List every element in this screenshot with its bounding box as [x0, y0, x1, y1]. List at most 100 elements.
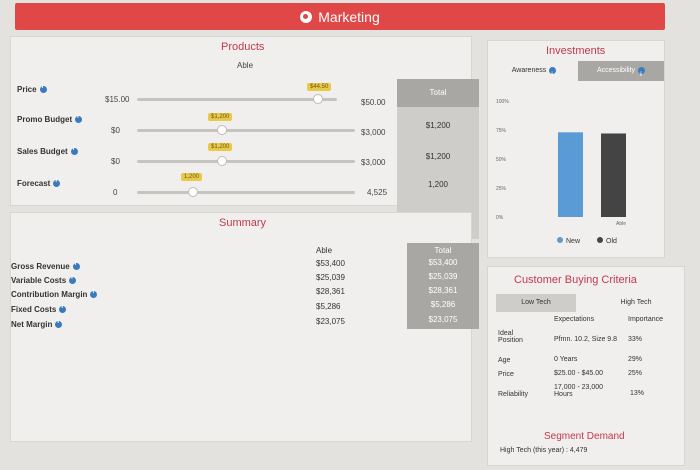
criteria-importance: 25% — [628, 370, 643, 377]
importance-header: Importance — [628, 316, 664, 323]
segment-demand-title: Segment Demand — [544, 431, 625, 442]
legend-marker — [597, 237, 603, 243]
criteria-expectation: Pfmn. 10.2, Size 9.8 — [554, 336, 618, 343]
summary-able-value: $53,400 — [316, 259, 345, 268]
summary-able-value: $25,039 — [316, 273, 345, 282]
segment-demand-text: High Tech (this year) : 4,479 — [500, 447, 588, 454]
sales-budget-slider-value: $1,200 — [208, 143, 233, 151]
summary-title: Summary — [219, 217, 267, 229]
app-header: Marketing — [15, 3, 665, 30]
promo-budget-slider-track[interactable] — [137, 129, 355, 132]
forecast-min: 0 — [113, 188, 118, 197]
total-header: Total — [397, 79, 479, 107]
forecast-max: 4,525 — [367, 188, 388, 197]
summary-row-label: Net Margin — [11, 319, 63, 329]
sales-budget-min: $0 — [111, 157, 120, 166]
promo-budget-label: Promo Budget — [17, 114, 83, 124]
x-tick-label: Able — [616, 221, 626, 227]
y-tick-label: 100% — [496, 99, 509, 105]
promo-budget-max: $3,000 — [361, 128, 386, 137]
sales-budget-slider-track[interactable] — [137, 160, 355, 163]
info-icon[interactable] — [59, 304, 67, 314]
price-slider-thumb[interactable] — [313, 94, 323, 104]
investments-panel: Investments Awareness Accessibility 100%… — [487, 40, 665, 258]
summary-row-label: Fixed Costs — [11, 304, 67, 314]
summary-able-value: $23,075 — [316, 317, 345, 326]
sales-budget-total: $1,200 — [425, 152, 451, 161]
criteria-row-label: Ideal Position — [498, 330, 523, 344]
forecast-slider-value: 1,200 — [181, 173, 203, 181]
sales-budget-max: $3,000 — [361, 158, 386, 167]
price-max: $50.00 — [361, 98, 386, 107]
price-label: Price — [17, 84, 47, 94]
promo-budget-slider-value: $1,200 — [208, 113, 233, 121]
summary-able-header: Able — [316, 246, 333, 255]
criteria-importance: 33% — [628, 336, 643, 343]
customer-buying-criteria-panel: Customer Buying Criteria Low Tech High T… — [487, 266, 685, 466]
summary-total-value: $53,400 — [428, 258, 458, 267]
info-icon[interactable] — [90, 289, 98, 299]
criteria-importance: 13% — [630, 390, 645, 397]
forecast-slider-track[interactable] — [137, 191, 355, 194]
info-icon[interactable] — [72, 261, 80, 271]
promo-budget-total: $1,200 — [425, 121, 451, 130]
segment-low-tech-tab[interactable]: Low Tech — [496, 294, 576, 312]
sales-budget-label: Sales Budget — [17, 146, 78, 156]
summary-total-column: Total $53,400 $25,039 $28,361 $5,286 $23… — [407, 243, 479, 329]
criteria-expectation: 17,000 - 23,000 Hours — [554, 384, 604, 398]
summary-total-header: Total — [434, 246, 452, 255]
bar-new — [558, 132, 583, 217]
summary-total-value: $5,286 — [430, 300, 456, 309]
info-icon[interactable] — [55, 319, 63, 329]
investments-title: Investments — [546, 45, 606, 57]
summary-row-label: Gross Revenue — [11, 261, 80, 271]
info-icon[interactable] — [69, 275, 77, 285]
price-min: $15.00 — [105, 95, 130, 104]
criteria-row-label: Price — [498, 371, 514, 378]
summary-panel: Summary Able Total $53,400 $25,039 $28,3… — [10, 212, 479, 442]
legend-label: New — [566, 238, 581, 245]
forecast-label: Forecast — [17, 178, 61, 188]
investments-chart: 100% 75% 50% 25% 0% Able New Old — [496, 99, 626, 245]
criteria-row-label: Age — [498, 357, 511, 364]
criteria-expectation: $25.00 - $45.00 — [554, 370, 604, 377]
segment-high-tech-tab[interactable]: High Tech — [620, 299, 652, 306]
y-tick-label: 50% — [496, 157, 507, 163]
info-icon[interactable] — [70, 146, 78, 156]
info-icon[interactable] — [53, 178, 61, 188]
sales-budget-slider-thumb[interactable] — [217, 156, 227, 166]
products-title: Products — [221, 41, 265, 53]
promo-budget-slider-thumb[interactable] — [217, 125, 227, 135]
expectations-header: Expectations — [554, 316, 595, 323]
promo-budget-min: $0 — [111, 126, 120, 135]
summary-total-value: $28,361 — [428, 286, 458, 295]
summary-row-label: Variable Costs — [11, 275, 77, 285]
forecast-total: 1,200 — [427, 180, 449, 189]
legend-label: Old — [606, 238, 617, 245]
segment-toggle: Low Tech High Tech — [496, 294, 656, 312]
criteria-expectation: 0 Years — [554, 356, 578, 363]
tab-awareness[interactable]: Awareness — [496, 61, 572, 85]
summary-able-value: $28,361 — [316, 287, 345, 296]
product-name: Able — [237, 61, 254, 70]
info-icon[interactable] — [75, 114, 83, 124]
criteria-title: Customer Buying Criteria — [514, 274, 637, 286]
tab-accessibility[interactable]: Accessibility — [578, 61, 664, 85]
app-logo-icon — [300, 10, 313, 23]
criteria-importance: 29% — [628, 356, 643, 363]
legend-marker — [557, 237, 563, 243]
info-icon[interactable] — [638, 65, 646, 85]
summary-able-value: $5,286 — [316, 302, 341, 311]
info-icon[interactable] — [549, 65, 557, 85]
forecast-slider-thumb[interactable] — [188, 187, 198, 197]
info-icon[interactable] — [39, 84, 47, 94]
y-tick-label: 25% — [496, 186, 507, 192]
bar-old — [601, 133, 626, 217]
products-panel: Products Able Total Price $15.00 $44.50 … — [10, 36, 479, 239]
price-slider-track[interactable] — [137, 98, 337, 101]
y-tick-label: 0% — [496, 215, 504, 221]
y-tick-label: 75% — [496, 128, 507, 134]
criteria-row-label: Reliability — [498, 391, 528, 398]
price-slider-value: $44.50 — [307, 83, 332, 91]
summary-row-label: Contribution Margin — [11, 289, 98, 299]
